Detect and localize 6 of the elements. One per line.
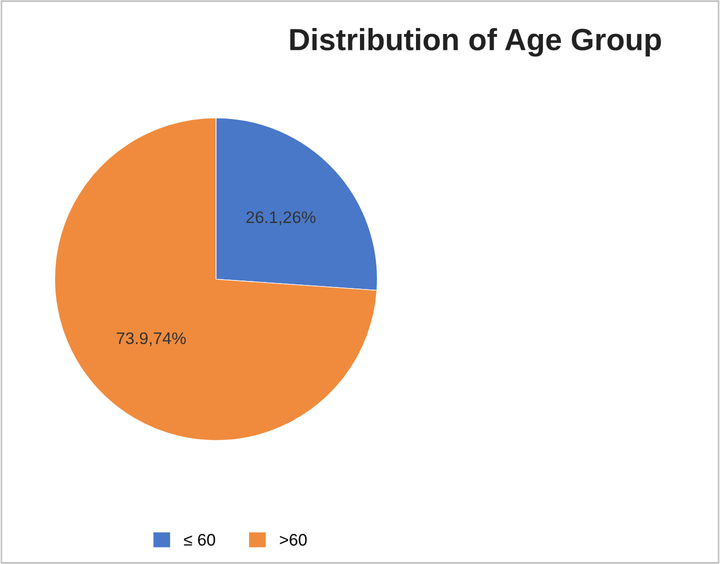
legend-label: ≤ 60 xyxy=(184,534,216,546)
data-label: 73.9,74% xyxy=(116,332,186,346)
text: Distribution of Age Group xyxy=(290,28,661,57)
pie-slice xyxy=(54,118,378,441)
legend-label: >60 xyxy=(280,534,307,546)
data-label: 26.1,26% xyxy=(246,211,316,226)
